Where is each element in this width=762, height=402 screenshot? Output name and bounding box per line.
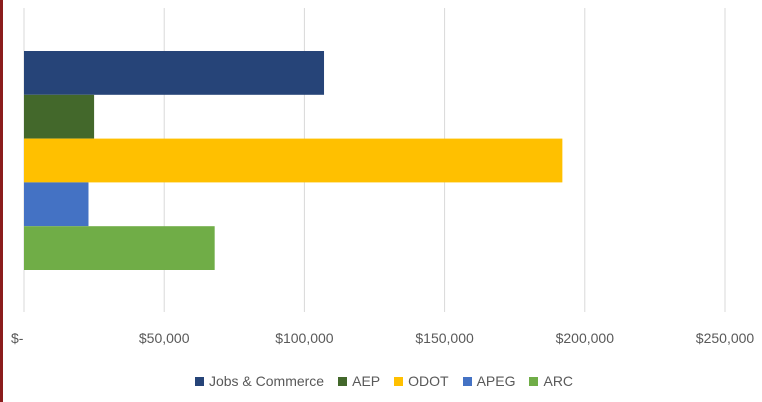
- bar-chart: $- $50,000 $100,000 $150,000 $200,000 $250,00…: [11, 8, 754, 346]
- x-tick-label: $150,000: [415, 330, 474, 346]
- bars: [24, 51, 563, 270]
- x-tick-label: $100,000: [275, 330, 334, 346]
- legend-swatch: [462, 376, 472, 386]
- bar-odot: [24, 138, 563, 183]
- legend-label: ODOT: [408, 373, 449, 389]
- bar-arc: [24, 226, 215, 270]
- x-tick-label: $-: [11, 330, 24, 346]
- legend-item: ODOT: [394, 373, 449, 389]
- legend-swatch: [338, 376, 348, 386]
- legend-label: Jobs & Commerce: [208, 373, 325, 389]
- bar-apeg: [24, 182, 89, 227]
- legend-label: AEP: [352, 373, 381, 389]
- bar-aep: [24, 94, 95, 139]
- legend-item: ARC: [529, 373, 573, 389]
- x-axis-ticks: $- $50,000 $100,000 $150,000 $200,000 $250,00…: [11, 330, 754, 346]
- x-tick-label: $200,000: [556, 330, 615, 346]
- legend-label: APEG: [476, 373, 516, 389]
- bar-jobs-commerce: [24, 51, 325, 95]
- legend-swatch: [529, 376, 539, 386]
- x-tick-label: $50,000: [139, 330, 190, 346]
- legend-item: APEG: [462, 373, 516, 389]
- legend: Jobs & Commerce AEP ODOT APEG ARC: [3, 370, 762, 392]
- legend-swatch: [394, 376, 404, 386]
- x-tick-label: $250,000: [696, 330, 755, 346]
- legend-item: AEP: [338, 373, 380, 389]
- legend-label: ARC: [543, 373, 574, 389]
- legend-swatch: [194, 376, 204, 386]
- legend-item: Jobs & Commerce: [194, 373, 325, 389]
